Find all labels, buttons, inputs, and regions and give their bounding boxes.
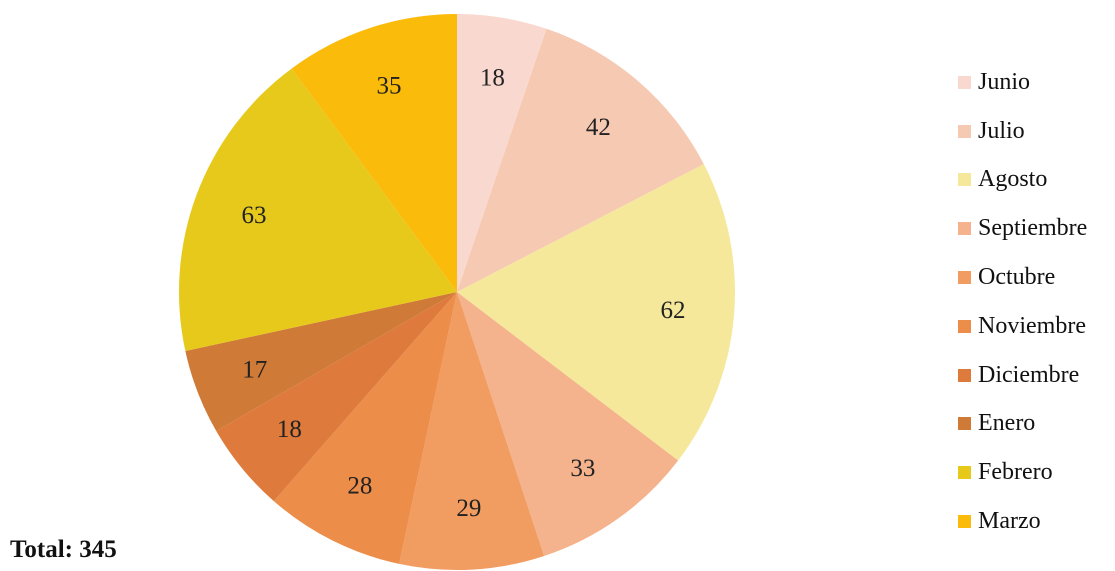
pie-slice-julio bbox=[457, 28, 704, 293]
legend-item-diciembre: Diciembre bbox=[958, 351, 1087, 400]
pie-slices bbox=[179, 14, 735, 570]
data-label-septiembre: 33 bbox=[570, 455, 595, 482]
legend-item-julio: Julio bbox=[958, 107, 1087, 156]
legend-label: Junio bbox=[978, 68, 1031, 95]
data-label-octubre: 29 bbox=[456, 495, 481, 522]
pie-slice-junio bbox=[457, 14, 547, 292]
chart-legend: Junio Julio Agosto Septiembre Octubre Noviemb… bbox=[958, 58, 1087, 546]
legend-swatch bbox=[958, 124, 971, 138]
data-label-diciembre: 18 bbox=[277, 416, 302, 443]
data-label-febrero: 63 bbox=[242, 202, 267, 229]
legend-label: Febrero bbox=[978, 459, 1053, 486]
data-label-enero: 17 bbox=[242, 357, 267, 384]
pie-slice-enero bbox=[185, 292, 457, 431]
legend-swatch bbox=[958, 173, 971, 187]
legend-label: Marzo bbox=[978, 508, 1041, 535]
legend-label: Enero bbox=[978, 410, 1036, 437]
total-summary: Total: 345 bbox=[10, 536, 117, 564]
legend-swatch bbox=[958, 368, 971, 382]
pie-data-labels: 18 42 62 33 29 28 18 17 63 35 bbox=[242, 65, 686, 522]
legend-item-septiembre: Septiembre bbox=[958, 204, 1087, 253]
legend-swatch bbox=[958, 75, 971, 89]
legend-swatch bbox=[958, 222, 971, 236]
legend-label: Diciembre bbox=[978, 361, 1080, 388]
legend-label: Agosto bbox=[978, 166, 1048, 193]
legend-swatch bbox=[958, 417, 971, 431]
pie-slice-septiembre bbox=[457, 292, 679, 556]
data-label-agosto: 62 bbox=[661, 297, 686, 324]
pie-slice-noviembre bbox=[273, 292, 457, 564]
data-label-julio: 42 bbox=[586, 114, 611, 141]
total-label: Total: bbox=[10, 536, 73, 563]
legend-item-marzo: Marzo bbox=[958, 497, 1087, 546]
pie-slice-octubre bbox=[399, 292, 545, 570]
legend-item-agosto: Agosto bbox=[958, 156, 1087, 205]
legend-swatch bbox=[958, 271, 971, 285]
pie-slice-agosto bbox=[457, 164, 735, 461]
pie-slice-diciembre bbox=[216, 292, 457, 502]
legend-label: Octubre bbox=[978, 264, 1056, 291]
legend-swatch bbox=[958, 515, 971, 529]
total-value: 345 bbox=[79, 536, 117, 563]
pie-slice-marzo bbox=[291, 14, 457, 292]
legend-item-octubre: Octubre bbox=[958, 253, 1087, 302]
legend-item-junio: Junio bbox=[958, 58, 1087, 107]
legend-item-febrero: Febrero bbox=[958, 448, 1087, 497]
data-label-marzo: 35 bbox=[377, 73, 402, 100]
legend-swatch bbox=[958, 466, 971, 480]
data-label-junio: 18 bbox=[480, 65, 505, 92]
legend-label: Septiembre bbox=[978, 215, 1088, 242]
legend-swatch bbox=[958, 319, 971, 333]
legend-item-noviembre: Noviembre bbox=[958, 302, 1087, 351]
data-label-noviembre: 28 bbox=[347, 472, 372, 499]
legend-label: Julio bbox=[978, 117, 1025, 144]
pie-slice-febrero bbox=[179, 68, 458, 352]
legend-item-enero: Enero bbox=[958, 400, 1087, 449]
legend-label: Noviembre bbox=[978, 312, 1086, 339]
